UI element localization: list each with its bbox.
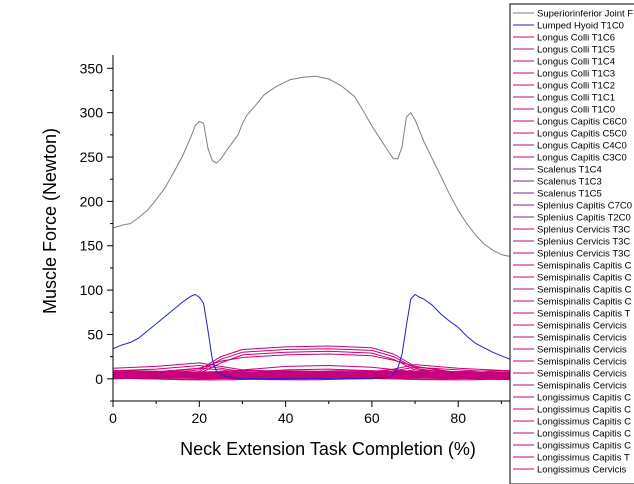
legend-entry: Semispinalis Cervicis xyxy=(537,345,627,356)
legend-entry: Longus Colli T1C3 xyxy=(537,69,615,80)
x-tick-label: 40 xyxy=(278,410,294,426)
x-axis-title: Neck Extension Task Completion (%) xyxy=(180,439,476,459)
legend-entry: Longus Colli T1C0 xyxy=(537,105,615,116)
legend-box xyxy=(509,3,634,484)
x-tick-label: 20 xyxy=(192,410,208,426)
series-line-magenta xyxy=(113,362,510,373)
legend-entry: Longissimus Capitis T xyxy=(537,453,630,464)
legend-entry: Superiorinferior Joint F xyxy=(537,9,633,20)
legend-entry: Semispinalis Capitis C xyxy=(537,273,632,284)
legend-entry: Longus Colli T1C4 xyxy=(537,57,615,68)
legend-entry: Semispinalis Cervicis xyxy=(537,333,627,344)
legend-entry: Splenius Capitis C7C0 xyxy=(537,201,632,212)
x-tick-label: 80 xyxy=(450,410,466,426)
series-line-magenta xyxy=(113,373,510,377)
series-line xyxy=(113,75,510,257)
legend-entry: Splenius Cervicis T3C xyxy=(537,237,630,248)
legend-entry: Longus Capitis C6C0 xyxy=(537,117,627,128)
legend-entry: Longissimus Cervicis xyxy=(537,465,626,476)
legend-entry: Longus Capitis C3C0 xyxy=(537,153,627,164)
legend-entry: Longus Colli T1C5 xyxy=(537,45,615,56)
legend-entry: Splenius Cervicis T3C xyxy=(537,249,630,260)
ticks: 0 20 40 60 80 0 50 100 150 200 250 300 350 xyxy=(80,60,502,426)
legend-entry: Splenius Capitis T2C0 xyxy=(537,213,631,224)
y-tick-label: 300 xyxy=(80,105,104,121)
y-tick-label: 250 xyxy=(80,149,104,165)
legend-entry: Longus Capitis C5C0 xyxy=(537,129,627,140)
legend-entry: Semispinalis Capitis C xyxy=(537,261,632,272)
y-axis-title: Muscle Force (Newton) xyxy=(40,128,60,314)
legend-entry: Longus Colli T1C1 xyxy=(537,93,615,104)
legend-entry: Semispinalis Cervicis xyxy=(537,321,627,332)
y-tick-label: 150 xyxy=(80,238,104,254)
series-line-magenta xyxy=(113,376,510,380)
legend-entry: Longissimus Capitis C xyxy=(537,405,631,416)
legend-entry: Semispinalis Cervicis xyxy=(537,369,627,380)
series-line-magenta xyxy=(113,365,510,374)
legend-entry: Semispinalis Capitis C xyxy=(537,285,632,296)
legend-entry: Longissimus Capitis C xyxy=(537,441,631,452)
x-tick-label: 0 xyxy=(109,410,117,426)
legend-entry: Longissimus Capitis C xyxy=(537,393,631,404)
y-tick-label: 50 xyxy=(87,326,103,342)
legend-entry: Scalenus T1C3 xyxy=(537,177,602,188)
legend-entry: Longus Colli T1C6 xyxy=(537,33,615,44)
plot-area xyxy=(113,75,510,381)
legend-entry: Longissimus Capitis C xyxy=(537,417,631,428)
series-line-magenta xyxy=(113,371,510,375)
legend-entry: Scalenus T1C4 xyxy=(537,165,602,176)
y-tick-label: 200 xyxy=(80,193,104,209)
legend-entry: Longissimus Capitis C xyxy=(537,429,631,440)
y-tick-label: 0 xyxy=(95,371,103,387)
legend-entry: Semispinalis Cervicis xyxy=(537,357,627,368)
x-tick-label: 60 xyxy=(364,410,380,426)
legend-entry: Semispinalis Cervicis xyxy=(537,381,627,392)
legend-entry: Semispinalis Capitis C xyxy=(537,297,632,308)
legend-entry: Lumped Hyoid T1C0 xyxy=(537,21,624,32)
legend-entry: Scalenus T1C5 xyxy=(537,189,602,200)
legend-entry: Longus Capitis C4C0 xyxy=(537,141,627,152)
y-tick-label: 350 xyxy=(80,60,104,76)
series-line xyxy=(113,294,510,380)
legend-entry: Longus Colli T1C2 xyxy=(537,81,615,92)
legend-entry: Semispinalis Capitis T xyxy=(537,309,630,320)
legend-entry: Splenius Cervicis T3C xyxy=(537,225,630,236)
y-tick-label: 100 xyxy=(80,282,104,298)
